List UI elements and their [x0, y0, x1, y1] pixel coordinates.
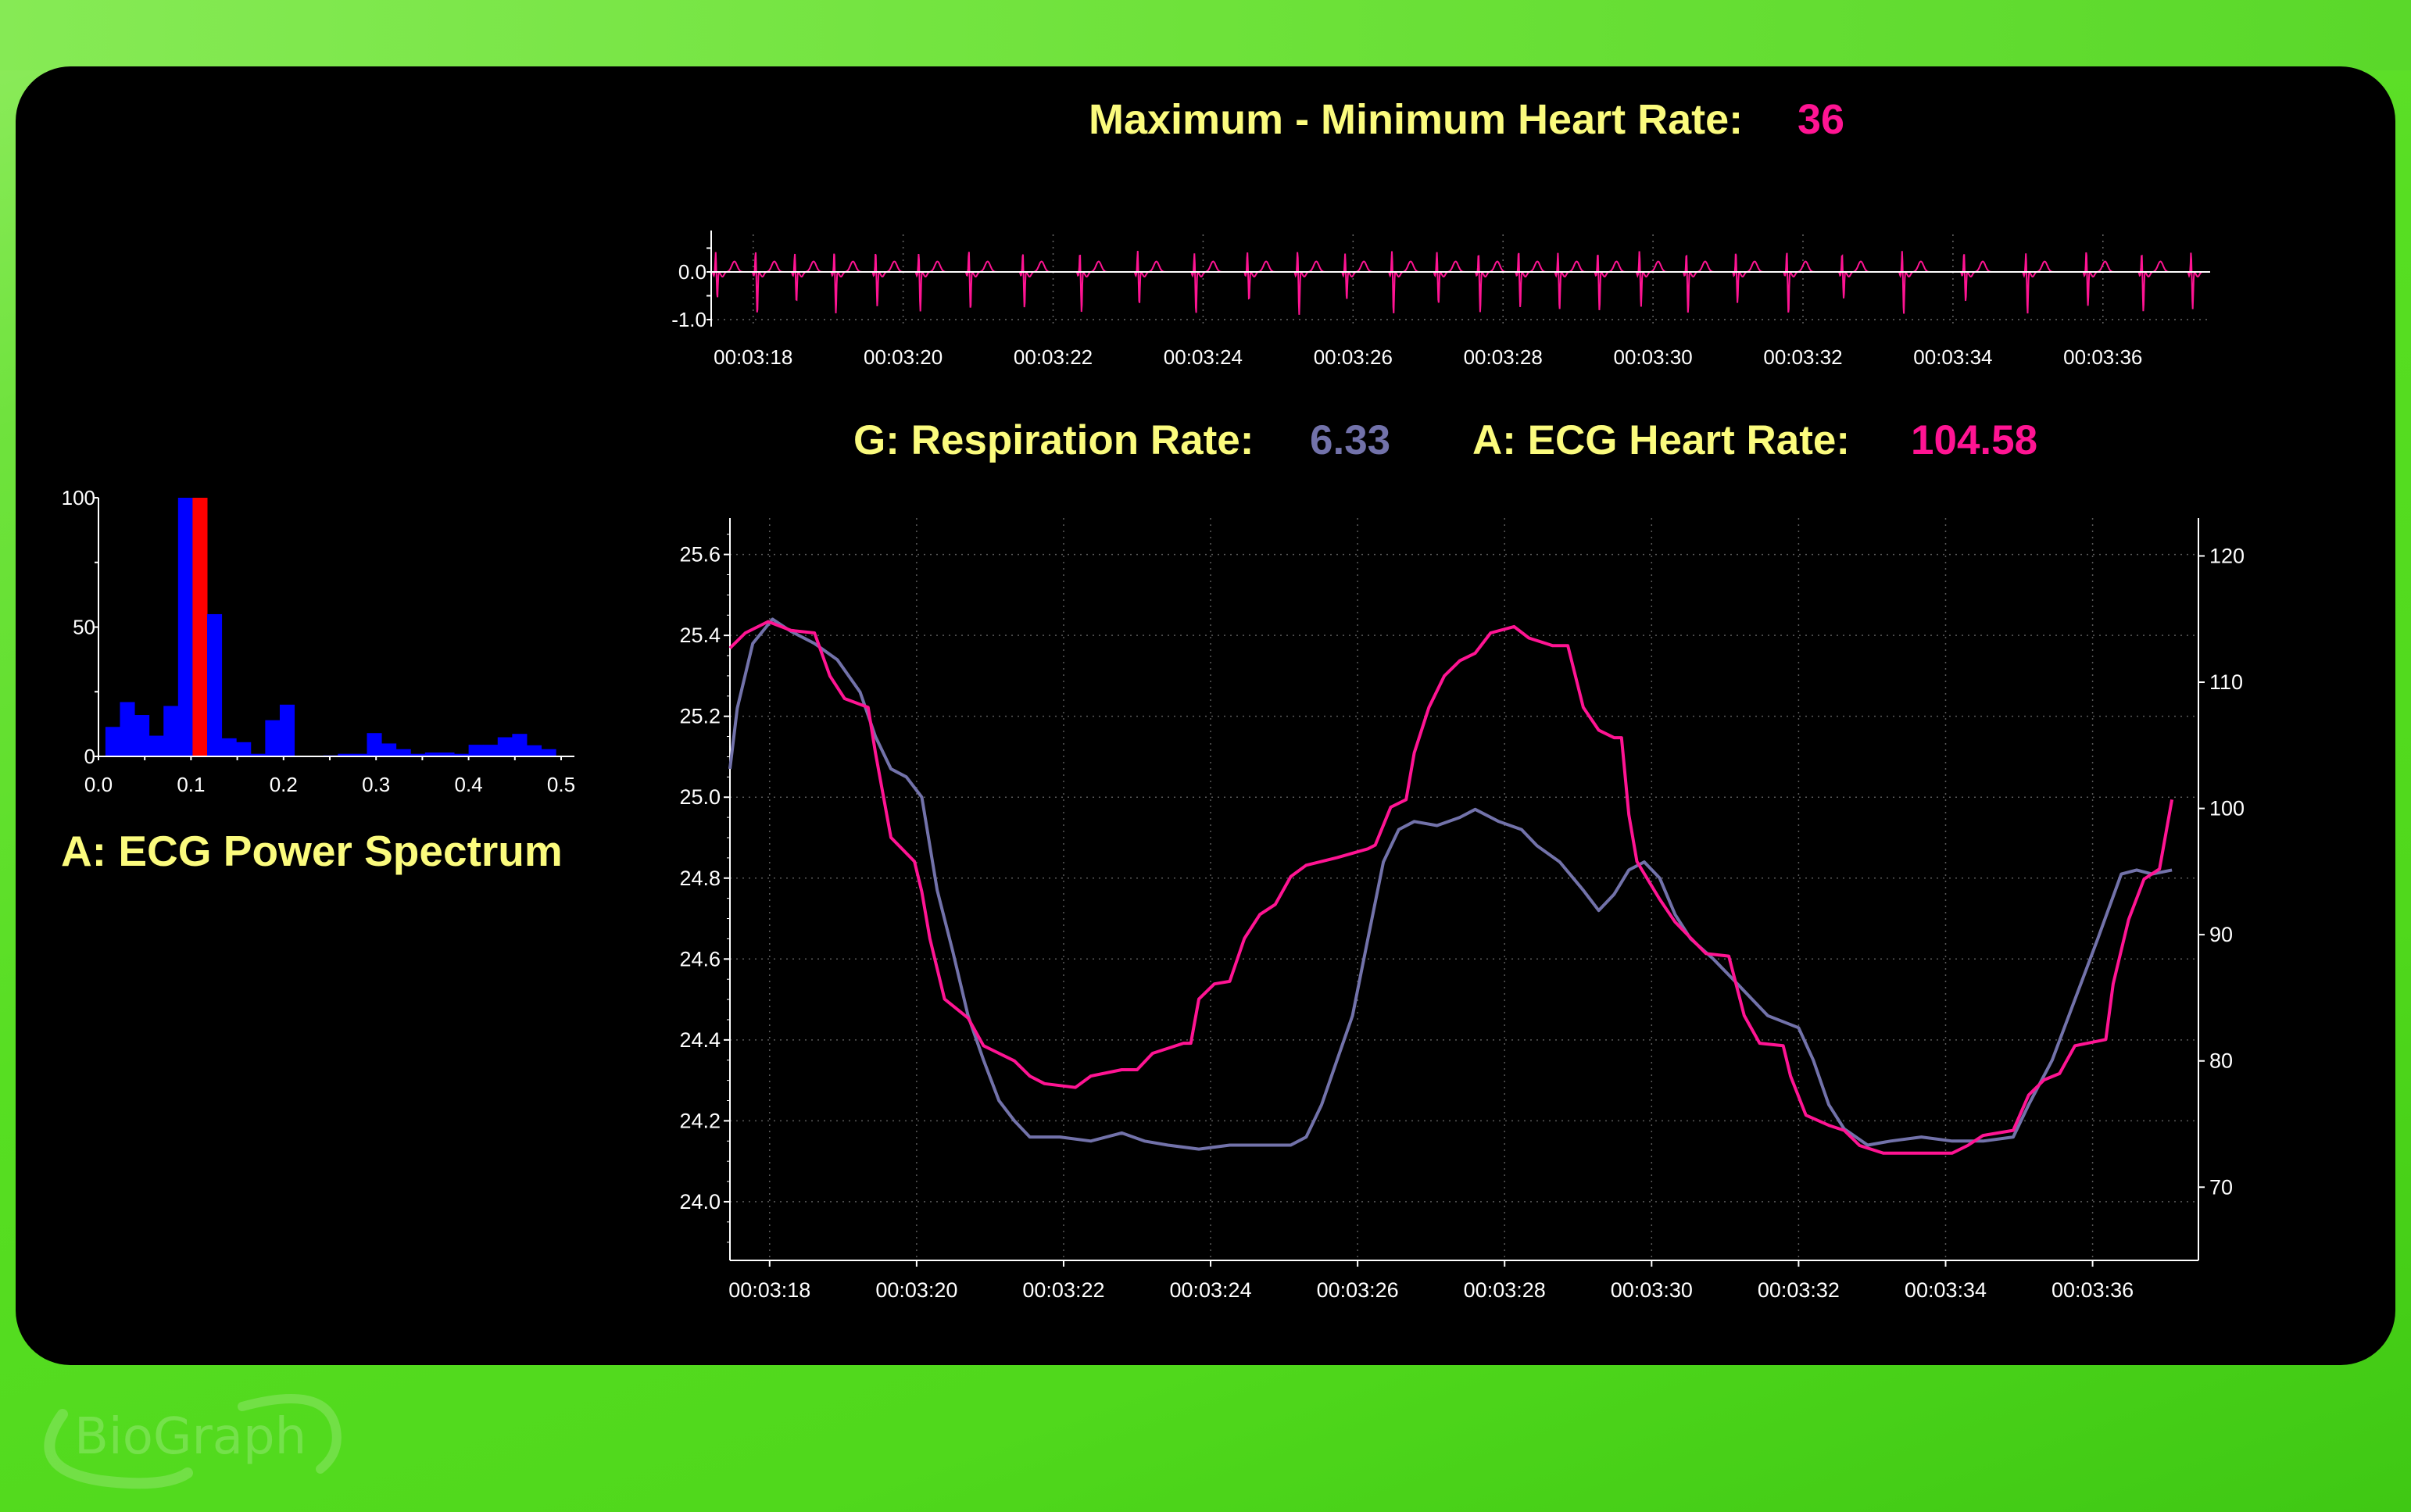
y-left-tick-label: 25.4 [679, 624, 721, 647]
spectrum-bar [207, 613, 223, 756]
respiration-rate-label: G: Respiration Rate: [853, 417, 1254, 463]
spectrum-bar [250, 753, 266, 756]
y-left-tick-label: 25.0 [679, 785, 721, 809]
spectrum-x-tick-label: 0.0 [84, 773, 113, 796]
y-left-tick-label: 24.2 [679, 1109, 721, 1132]
x-tick-label: 00:03:28 [1464, 1278, 1546, 1302]
x-tick-label: 00:03:32 [1758, 1278, 1840, 1302]
spectrum-bar [163, 706, 179, 756]
spectrum-x-tick-label: 0.1 [177, 773, 205, 796]
ecg-waveform [711, 251, 2203, 315]
spectrum-bar [468, 745, 484, 756]
heart-rate-line [728, 620, 2174, 1155]
spectrum-bar [134, 715, 150, 756]
spectrum-bar [338, 753, 353, 756]
y-left-tick-label: 24.8 [679, 867, 721, 890]
y-right-tick-label: 70 [2209, 1175, 2233, 1199]
spectrum-bar [236, 742, 252, 756]
spectrum-bar [439, 752, 455, 756]
y-left-tick-label: 25.2 [679, 705, 721, 728]
spectrum-bar [367, 733, 382, 756]
y-right-tick-label: 90 [2209, 923, 2233, 946]
biograph-logo: BioGraph [31, 1383, 360, 1492]
background-highlight [0, 0, 2411, 70]
ecg-x-tick-label: 00:03:26 [1314, 345, 1393, 369]
x-tick-label: 00:03:22 [1022, 1278, 1104, 1302]
y-left-tick-label: 24.0 [679, 1190, 721, 1214]
spectrum-bar [395, 749, 411, 756]
spectrum-bar [424, 752, 440, 756]
spectrum-bar [120, 702, 135, 756]
ecg-x-tick-label: 00:03:32 [1763, 345, 1842, 369]
x-tick-label: 00:03:18 [728, 1278, 810, 1302]
spectrum-bar [177, 498, 193, 756]
x-tick-label: 00:03:24 [1169, 1278, 1251, 1302]
spectrum-bar [265, 720, 281, 756]
y-left-tick-label: 25.6 [679, 543, 721, 567]
spectrum-y-tick-label: 100 [62, 486, 95, 509]
spectrum-bar [381, 743, 397, 756]
spectrum-x-tick-label: 0.3 [362, 773, 390, 796]
spectrum-bar [483, 745, 499, 756]
x-tick-label: 00:03:34 [1905, 1278, 1987, 1302]
ecg-y-tick-label: 0.0 [678, 260, 706, 284]
spectrum-bar [221, 738, 237, 756]
spectrum-bar [454, 753, 470, 756]
spectrum-x-tick-label: 0.2 [270, 773, 298, 796]
ecg-x-tick-label: 00:03:22 [1014, 345, 1093, 369]
y-right-tick-label: 110 [2209, 670, 2243, 694]
ecg-x-tick-label: 00:03:36 [2063, 345, 2142, 369]
spectrum-bar [105, 727, 120, 756]
ecg-y-tick-label: -1.0 [671, 308, 706, 331]
y-left-tick-label: 24.4 [679, 1028, 721, 1052]
spectrum-x-tick-label: 0.4 [455, 773, 483, 796]
spectrum-bar [352, 753, 367, 756]
x-tick-label: 00:03:26 [1317, 1278, 1399, 1302]
ecg-x-tick-label: 00:03:28 [1464, 345, 1543, 369]
max-min-heart-rate-value: 36 [1798, 96, 1845, 143]
respiration-line [728, 617, 2173, 1151]
spectrum-bar [541, 749, 556, 756]
ecg-heart-rate-label: A: ECG Heart Rate: [1472, 417, 1850, 463]
spectrum-x-tick-label: 0.5 [547, 773, 575, 796]
x-tick-label: 00:03:36 [2051, 1278, 2134, 1302]
ecg-heart-rate-value: 104.58 [1911, 417, 2038, 463]
respiration-rate-value: 6.33 [1310, 417, 1391, 463]
ecg-x-tick-label: 00:03:18 [714, 345, 792, 369]
ecg-x-tick-label: 00:03:24 [1164, 345, 1243, 369]
logo-text: BioGraph [74, 1408, 307, 1466]
y-right-tick-label: 80 [2209, 1049, 2233, 1073]
spectrum-bar [497, 737, 513, 756]
spectrum-y-tick-label: 0 [84, 745, 95, 768]
ecg-x-tick-label: 00:03:30 [1613, 345, 1692, 369]
spectrum-bar [148, 735, 164, 756]
spectrum-bar [410, 753, 426, 756]
spectrum-bar [512, 734, 528, 756]
spectrum-y-tick-label: 50 [73, 616, 95, 639]
y-right-tick-label: 100 [2209, 797, 2245, 820]
x-tick-label: 00:03:30 [1611, 1278, 1693, 1302]
spectrum-bar [279, 704, 295, 756]
max-min-heart-rate-label: Maximum - Minimum Heart Rate: [1089, 96, 1744, 143]
ecg-x-tick-label: 00:03:20 [864, 345, 943, 369]
x-tick-label: 00:03:20 [875, 1278, 957, 1302]
spectrum-bar [526, 745, 542, 756]
y-right-tick-label: 120 [2209, 544, 2245, 567]
spectrum-title: A: ECG Power Spectrum [61, 827, 563, 875]
ecg-x-tick-label: 00:03:34 [1913, 345, 1992, 369]
y-left-tick-label: 24.6 [679, 947, 721, 970]
spectrum-bar [192, 498, 208, 756]
